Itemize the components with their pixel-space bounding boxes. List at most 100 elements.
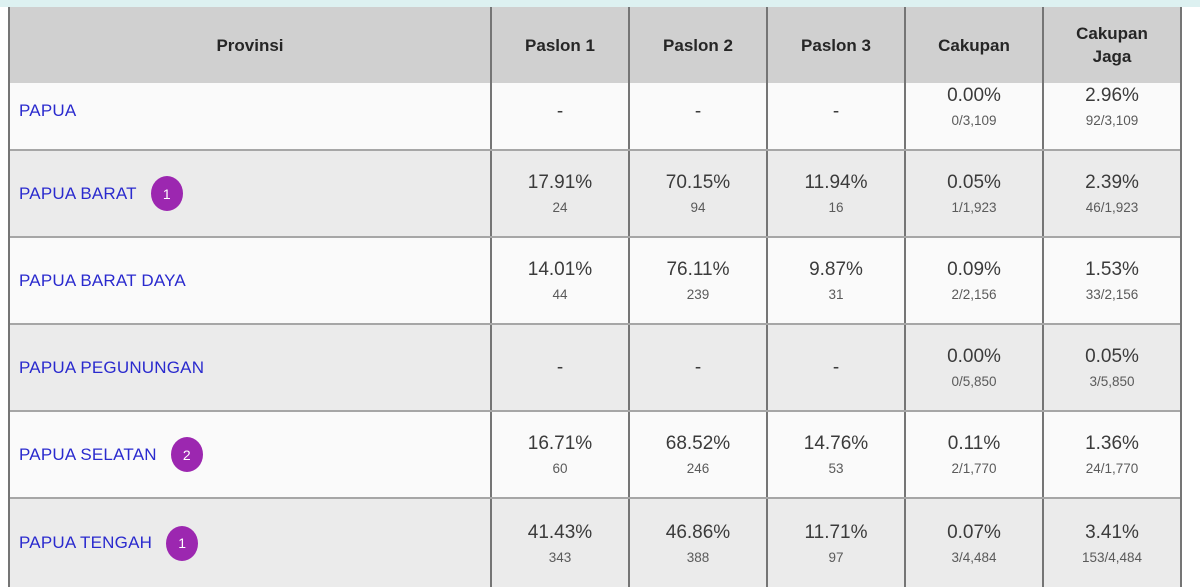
cakupan-cell: 0.11% 2/1,770 [904,412,1042,497]
column-header-label: Paslon 1 [525,35,595,55]
cell-subvalue: 16 [828,200,844,215]
paslon3-cell: 14.76% 53 [766,412,904,497]
cell-value: 68.52% [665,433,731,454]
cakupan-cell: 0.00% 0/5,850 [904,325,1042,410]
table-row: PAPUA TENGAH 1 41.43% 343 46.86% 388 11.… [10,497,1180,587]
table-row: PAPUA - - - 0.00% 0/3,109 2.96% 92/3,109 [10,83,1180,149]
cell-value: 70.15% [665,172,731,193]
value-group: 0.11% 2/1,770 [948,431,1000,478]
cell-subvalue: 24 [552,200,568,215]
table-row: PAPUA BARAT DAYA 14.01% 44 76.11% 239 9.… [10,236,1180,323]
value-group: 0.07% 3/4,484 [947,520,1001,567]
cell-subvalue: 388 [686,549,710,565]
cell-subvalue: 92/3,109 [1085,112,1139,128]
province-cell: PAPUA SELATAN 2 [10,412,490,497]
cell-subvalue: 3/4,484 [951,549,997,565]
cell-value: 14.01% [527,259,593,280]
cell-subvalue: 33/2,156 [1085,287,1139,302]
cell-value: 0.05% [947,172,1001,193]
value-group: 2.39% 46/1,923 [1085,170,1139,217]
cell-subvalue: 2/1,770 [951,461,997,476]
cell-value: 0.09% [947,259,1001,280]
cell-subvalue: 53 [828,461,844,476]
column-header-paslon3: Paslon 3 [766,7,904,83]
cakupan-jaga-cell: 0.05% 3/5,850 [1042,325,1180,410]
cakupan-jaga-cell: 1.53% 33/2,156 [1042,238,1180,323]
cakupan-cell: 0.09% 2/2,156 [904,238,1042,323]
cakupan-jaga-cell: 2.39% 46/1,923 [1042,151,1180,236]
cell-value: - [556,101,564,122]
column-header-cakupan: Cakupan [904,7,1042,83]
paslon1-cell: 41.43% 343 [490,499,628,587]
cell-value: - [832,101,840,122]
value-group: 11.94% 16 [804,170,867,217]
paslon1-cell: 14.01% 44 [490,238,628,323]
column-header-paslon2: Paslon 2 [628,7,766,83]
value-group: 76.11% 239 [666,257,729,304]
value-group: 11.71% 97 [804,520,867,567]
province-link[interactable]: PAPUA BARAT DAYA [19,270,186,290]
cell-subvalue: 2/2,156 [951,287,997,302]
cell-value: - [556,356,564,378]
province-link[interactable]: PAPUA SELATAN [19,444,157,464]
value-group: 1.53% 33/2,156 [1085,257,1139,304]
cakupan-jaga-cell: 3.41% 153/4,484 [1042,499,1180,587]
cell-value: - [694,101,702,122]
province-cell: PAPUA PEGUNUNGAN [10,325,490,410]
column-header-cakupan-jaga: Cakupan Jaga [1042,7,1180,83]
value-group: - [833,355,839,381]
cell-value: 3.41% [1085,521,1139,543]
paslon2-cell: 76.11% 239 [628,238,766,323]
cell-value: 76.11% [666,259,730,280]
province-cell: PAPUA [10,83,490,149]
value-group: 68.52% 246 [666,431,730,478]
cell-value: 11.94% [804,172,868,193]
province-cell: PAPUA BARAT DAYA [10,238,490,323]
table-header: Provinsi Paslon 1 Paslon 2 Paslon 3 Caku… [10,7,1180,83]
cell-subvalue: 46/1,923 [1085,200,1139,215]
value-group: - [557,355,563,381]
value-group: 0.00% 0/3,109 [947,83,1001,130]
province-link[interactable]: PAPUA PEGUNUNGAN [19,357,205,377]
value-group: 16.71% 60 [528,431,592,478]
paslon1-cell: - [490,325,628,410]
province-link[interactable]: PAPUA BARAT [19,183,137,203]
cell-value: 1.36% [1085,433,1139,454]
cell-subvalue: 60 [552,461,568,476]
table-row: PAPUA PEGUNUNGAN - - - 0.00% 0/5,850 0.0… [10,323,1180,410]
province-link[interactable]: PAPUA TENGAH [19,533,153,552]
province-link[interactable]: PAPUA [19,101,77,120]
count-badge: 2 [170,437,203,472]
cell-subvalue: 44 [552,287,568,302]
value-group: - [833,99,839,125]
cell-value: 16.71% [527,433,593,454]
cell-value: 0.05% [1085,346,1139,367]
cell-value: 11.71% [804,521,868,543]
value-group: 14.76% 53 [804,431,868,478]
cell-subvalue: 246 [686,461,710,476]
cell-subvalue: 97 [828,549,844,565]
count-badge: 1 [150,176,183,211]
column-header-label: Paslon 3 [801,35,871,55]
paslon2-cell: 70.15% 94 [628,151,766,236]
cell-subvalue: 24/1,770 [1085,461,1139,476]
cell-value: 9.87% [809,259,863,280]
value-group: 2.96% 92/3,109 [1085,83,1139,130]
column-header-provinsi: Provinsi [10,7,490,83]
cell-value: 0.00% [947,346,1001,367]
cell-subvalue: 94 [690,200,706,215]
paslon2-cell: - [628,325,766,410]
cell-value: 41.43% [527,521,593,543]
paslon3-cell: 11.71% 97 [766,499,904,587]
table-row: PAPUA SELATAN 2 16.71% 60 68.52% 246 14.… [10,410,1180,497]
count-badge: 1 [166,525,199,561]
value-group: - [695,355,701,381]
paslon2-cell: 46.86% 388 [628,499,766,587]
paslon3-cell: 11.94% 16 [766,151,904,236]
cell-value: 2.96% [1085,84,1139,106]
cell-value: 1.53% [1085,259,1139,280]
cakupan-jaga-cell: 1.36% 24/1,770 [1042,412,1180,497]
value-group: 3.41% 153/4,484 [1082,520,1142,567]
cakupan-jaga-cell: 2.96% 92/3,109 [1042,83,1180,149]
cell-value: - [694,356,702,378]
